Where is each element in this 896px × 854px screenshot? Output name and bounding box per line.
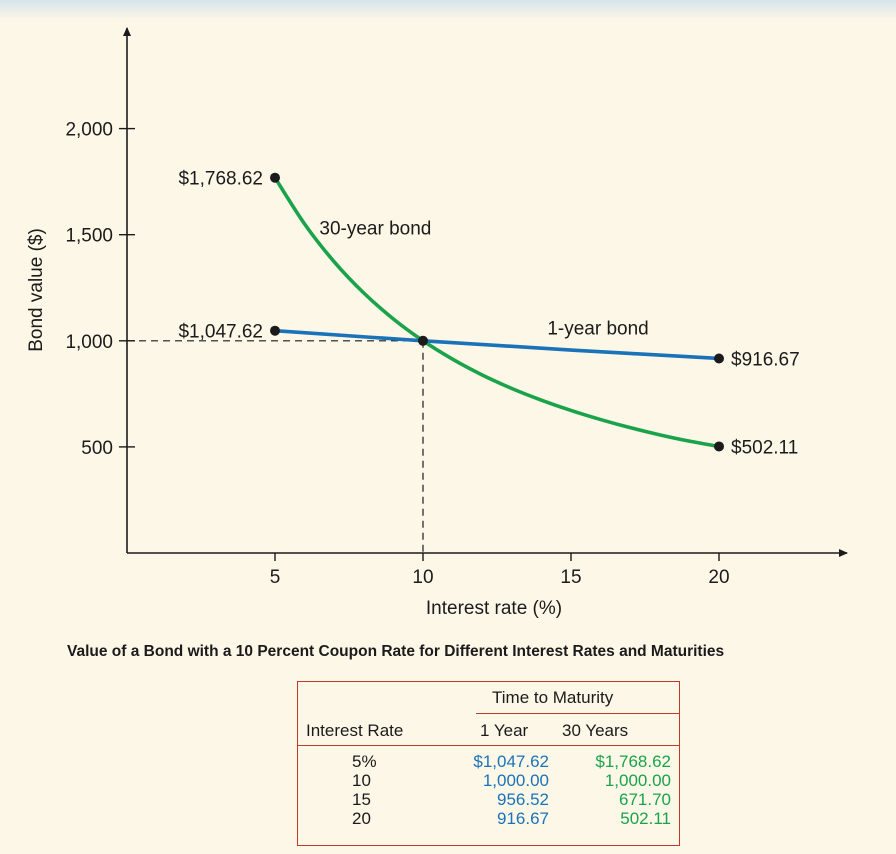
x-tick-label: 5 xyxy=(270,567,281,588)
header-30-years: 30 Years xyxy=(562,721,629,740)
table-group-header: Time to Maturity xyxy=(492,688,614,707)
y-tick-label: 2,000 xyxy=(65,120,113,141)
series-name-label: 30-year bond xyxy=(319,219,431,240)
endpoint-marker xyxy=(270,172,280,183)
y-axis-title: Bond value ($) xyxy=(26,228,47,352)
endpoint-value-label: $1,047.62 xyxy=(178,322,263,343)
y-tick-label: 500 xyxy=(81,438,113,459)
cell-interest-rate: 5% xyxy=(352,752,377,771)
crossover-marker xyxy=(418,335,428,346)
y-tick-label: 1,000 xyxy=(65,332,113,353)
endpoint-marker xyxy=(714,441,724,452)
cell-interest-rate: 10 xyxy=(352,771,371,790)
header-interest-rate: Interest Rate xyxy=(306,721,404,740)
cell-interest-rate: 20 xyxy=(352,809,371,828)
y-tick-label: 1,500 xyxy=(65,226,113,247)
cell-30-years: $1,768.62 xyxy=(595,752,671,771)
endpoint-marker xyxy=(714,353,724,364)
x-tick-label: 20 xyxy=(708,567,729,588)
cell-30-years: 671.70 xyxy=(619,790,671,809)
cell-interest-rate: 15 xyxy=(352,790,371,809)
cell-1-year: 956.52 xyxy=(497,790,549,809)
cell-30-years: 1,000.00 xyxy=(604,771,671,790)
top-gradient-bar xyxy=(0,0,896,20)
series-line-1-year xyxy=(273,328,721,361)
endpoint-value-label: $502.11 xyxy=(731,437,798,458)
endpoint-value-label: $1,768.62 xyxy=(178,169,263,190)
series-line-30-year xyxy=(273,175,721,449)
x-tick-label: 15 xyxy=(560,567,581,588)
bond-value-chart: 5 10 15 20 500 1,000 1,500 2,000 $1,768.62 $1,04… xyxy=(26,27,848,619)
header-1-year: 1 Year xyxy=(480,721,529,740)
chart-caption: Value of a Bond with a 10 Percent Coupon… xyxy=(67,643,725,660)
cell-1-year: 1,000.00 xyxy=(482,771,549,790)
endpoint-value-label: $916.67 xyxy=(731,349,800,370)
bond-value-table: Time to Maturity Interest Rate 1 Year 30… xyxy=(297,681,680,846)
endpoint-marker xyxy=(270,325,280,336)
cell-1-year: 916.67 xyxy=(497,809,549,828)
cell-30-years: 502.11 xyxy=(620,809,671,828)
cell-1-year: $1,047.62 xyxy=(473,752,549,771)
x-tick-label: 10 xyxy=(412,567,433,588)
table-divider xyxy=(476,713,680,714)
table-divider xyxy=(298,745,679,746)
x-axis-title: Interest rate (%) xyxy=(426,598,562,619)
series-name-label: 1-year bond xyxy=(547,318,648,339)
